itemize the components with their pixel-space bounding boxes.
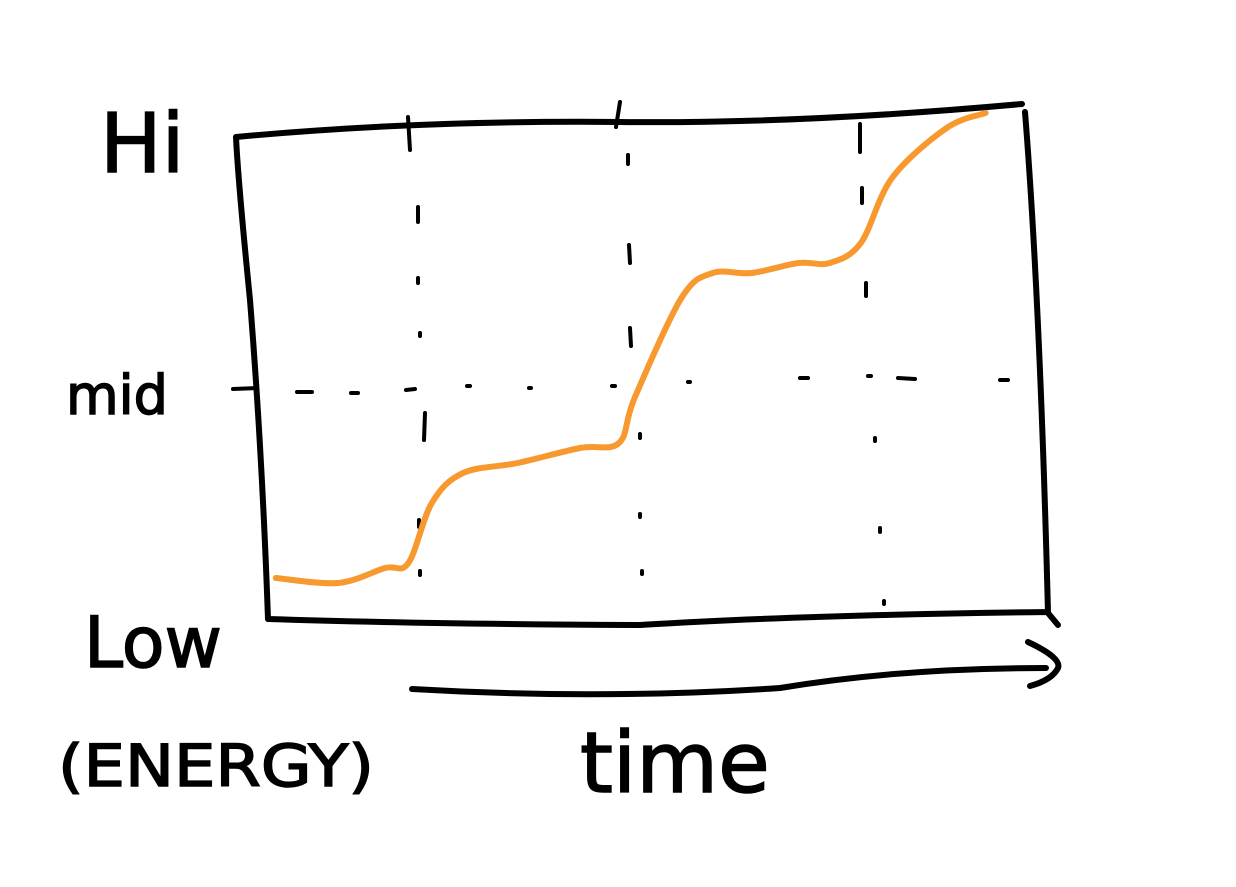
x-axis-label: time — [580, 714, 770, 812]
gridline-v1 — [406, 115, 427, 577]
y-tick-mid: mid — [66, 364, 168, 427]
gridline-v2 — [614, 100, 644, 576]
series-line-1 — [272, 110, 989, 587]
y-tick-hi: Hi — [100, 97, 184, 192]
gridline-v3 — [858, 122, 886, 606]
time-arrow — [409, 639, 1062, 698]
y-tick-low: Low — [84, 602, 222, 684]
vertical-gridlines — [406, 100, 886, 606]
plot-frame — [233, 101, 1061, 628]
y-axis-label: (ENERGY) — [58, 732, 374, 800]
gridline-mid — [231, 374, 1010, 395]
series-layer — [272, 110, 989, 587]
